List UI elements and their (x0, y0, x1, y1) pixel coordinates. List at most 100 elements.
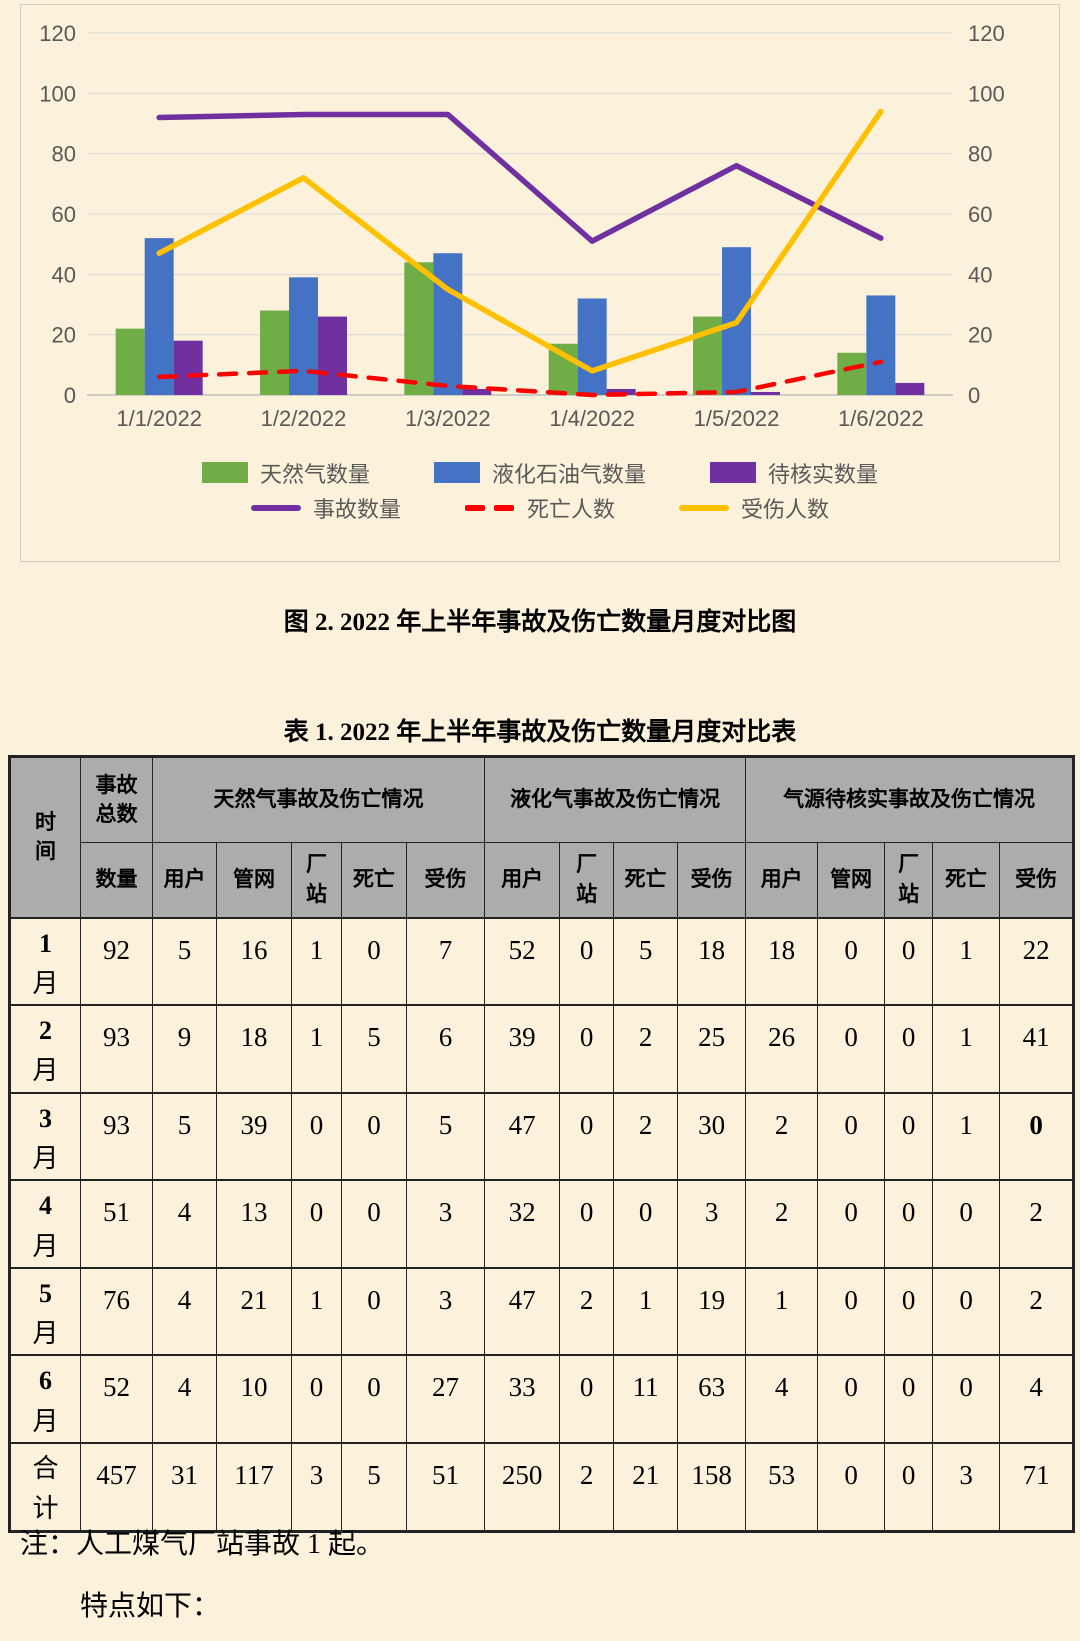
data-cell: 11 (613, 1354, 679, 1444)
data-cell: 0 (817, 1267, 886, 1356)
legend-label: 待核实数量 (768, 461, 879, 487)
header-subcolumn: 死亡 (613, 842, 679, 918)
data-cell: 51 (405, 1442, 486, 1532)
legend-label: 事故数量 (312, 496, 401, 522)
bar-segment (866, 295, 896, 395)
data-cell: 26 (745, 1004, 819, 1094)
data-cell: 1 (932, 917, 1001, 1006)
legend-item: 事故数量 (250, 492, 401, 524)
row-label: 5 月 (9, 1267, 81, 1356)
header-subcolumn: 管网 (216, 842, 292, 918)
data-cell: 25 (677, 1004, 747, 1094)
bar-segment (318, 316, 347, 395)
data-cell: 22 (999, 917, 1075, 1006)
data-cell: 1 (932, 1092, 1001, 1181)
x-axis-tick: 1/4/2022 (549, 406, 635, 431)
header-group-2: 气源待核实事故及伤亡情况 (745, 756, 1075, 843)
data-cell: 52 (484, 917, 561, 1006)
y-axis-tick-left: 100 (39, 81, 76, 106)
header-subcolumn: 受伤 (405, 842, 486, 918)
data-cell: 0 (291, 1354, 342, 1444)
x-axis-tick: 1/2/2022 (261, 406, 347, 431)
header-subcolumn: 厂 站 (559, 842, 615, 918)
bar-segment (433, 253, 463, 395)
legend-line-swatch-icon (250, 504, 301, 511)
data-cell: 32 (484, 1179, 561, 1269)
table-row: 1 月 92 5 16 1 0 7 52 0 5 18 18 0 0 1 22 (9, 917, 1075, 1006)
header-subcolumn: 数量 (80, 842, 153, 918)
data-cell: 0 (932, 1179, 1001, 1269)
x-axis-tick: 1/6/2022 (838, 406, 924, 431)
data-cell: 457 (80, 1442, 153, 1532)
note-line-2: 特点如下： (80, 1591, 221, 1622)
data-cell: 10 (216, 1354, 292, 1444)
figure-caption: 图 2. 2022 年上半年事故及伤亡数量月度对比图 (283, 609, 797, 636)
table-row: 合 计 457 31 117 3 5 51 250 2 21 158 53 0 0 3 71 (9, 1442, 1075, 1532)
bar-segment (115, 328, 145, 395)
bar-segment (577, 298, 607, 395)
legend-bar-swatch-icon (710, 462, 756, 483)
header-subcolumn: 用户 (484, 842, 561, 918)
legend-label: 死亡人数 (526, 496, 615, 522)
note-line-1: 注：人工煤气厂站事故 1 起。 (20, 1529, 385, 1560)
y-axis-tick-right: 80 (968, 142, 992, 167)
data-cell: 250 (484, 1442, 561, 1532)
data-cell: 2 (559, 1442, 615, 1532)
data-cell: 93 (80, 1092, 153, 1181)
combo-chart-svg: 0 0 20 20 40 40 60 60 80 80 100 100 120 120 1/1/2022 1/… (39, 21, 1005, 431)
data-cell: 2 (613, 1092, 679, 1181)
data-cell: 47 (484, 1267, 561, 1356)
legend-label: 天然气数量 (259, 461, 370, 487)
data-cell: 1 (291, 917, 342, 1006)
row-label: 1 月 (9, 917, 81, 1006)
bar-segment (260, 310, 289, 395)
figure-2-chart: 0 0 20 20 40 40 60 60 80 80 100 100 120 120 1/1/2022 1/… (20, 4, 1060, 562)
bar-segment (289, 277, 318, 395)
data-cell: 0 (884, 1179, 934, 1269)
y-axis-tick-right: 40 (968, 262, 992, 287)
data-cell: 3 (405, 1179, 486, 1269)
data-cell: 0 (884, 917, 934, 1006)
data-cell: 3 (677, 1179, 747, 1269)
data-cell: 0 (932, 1354, 1001, 1444)
data-cell: 76 (80, 1267, 153, 1356)
data-cell: 33 (484, 1354, 561, 1444)
data-cell: 1 (745, 1267, 819, 1356)
data-cell: 0 (613, 1179, 679, 1269)
data-cell: 92 (80, 917, 153, 1006)
legend-item: 待核实数量 (710, 457, 878, 489)
accident-data-table: 时 间事故 总数 天然气事故及伤亡情况 液化气事故及伤亡情况 气源待核实事故及伤亡情况… (8, 755, 1076, 1533)
data-cell: 0 (884, 1442, 934, 1532)
table-row: 2 月 93 9 18 1 5 6 39 0 2 25 26 0 0 1 41 (9, 1004, 1075, 1094)
row-label: 6 月 (9, 1354, 81, 1444)
data-cell: 4 (745, 1354, 819, 1444)
y-axis-tick-right: 60 (968, 202, 992, 227)
data-cell: 0 (932, 1267, 1001, 1356)
header-total-accidents: 事故 总数 (80, 756, 153, 843)
data-cell: 13 (216, 1179, 292, 1269)
y-axis-tick-left: 80 (52, 142, 76, 167)
legend-dash-swatch-icon (464, 504, 515, 511)
bar-segment (751, 391, 780, 395)
data-cell: 31 (152, 1442, 217, 1532)
bar-segment (404, 262, 434, 395)
header-time: 时 间 (9, 756, 81, 918)
legend-bar-swatch-icon (201, 462, 248, 483)
data-cell: 3 (932, 1442, 1001, 1532)
data-cell: 52 (80, 1354, 153, 1444)
x-axis-tick: 1/5/2022 (694, 406, 780, 431)
data-cell: 7 (405, 917, 486, 1006)
data-cell: 0 (341, 1267, 407, 1356)
data-cell: 0 (817, 1004, 886, 1094)
y-axis-tick-right: 100 (968, 81, 1005, 106)
data-cell: 3 (405, 1267, 486, 1356)
data-cell: 0 (291, 1179, 342, 1269)
data-cell: 0 (817, 1092, 886, 1181)
legend-item: 死亡人数 (464, 492, 615, 524)
data-cell: 41 (999, 1004, 1075, 1094)
data-cell: 30 (677, 1092, 747, 1181)
bar-segment (462, 388, 492, 395)
header-group-1: 液化气事故及伤亡情况 (484, 756, 747, 843)
y-axis-tick-right: 20 (968, 323, 992, 348)
y-axis-tick-right: 0 (968, 383, 980, 408)
